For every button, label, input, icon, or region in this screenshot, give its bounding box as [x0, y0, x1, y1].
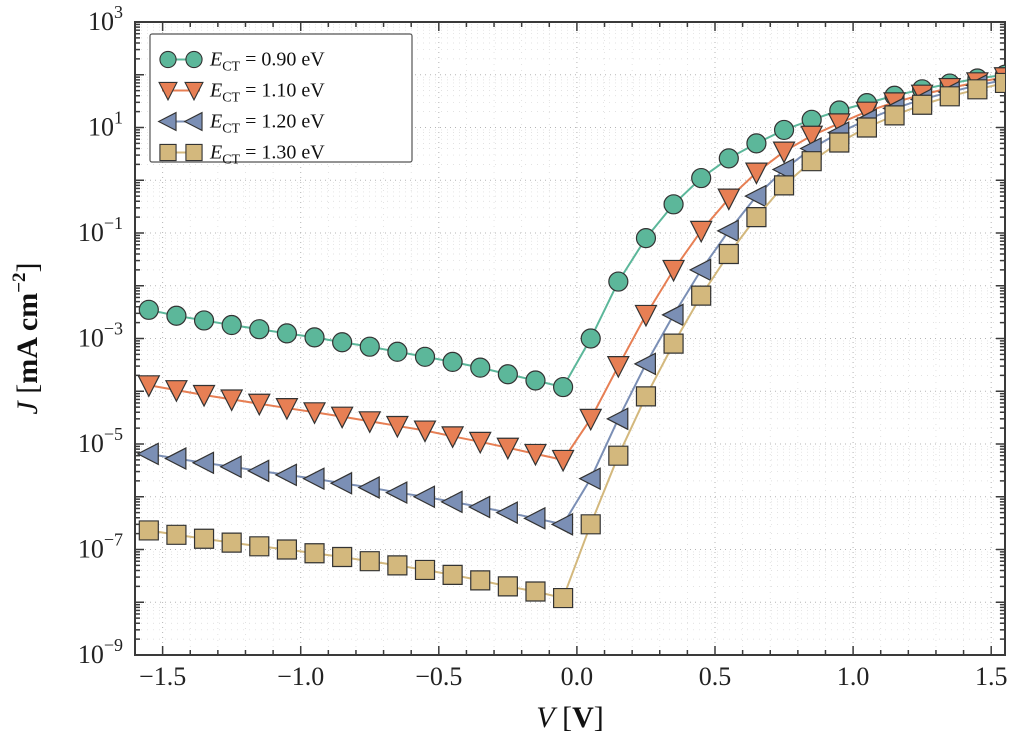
svg-text:V [V]: V [V]	[536, 701, 604, 734]
svg-text:−1.0: −1.0	[277, 662, 324, 691]
svg-text:1.0: 1.0	[837, 662, 870, 691]
chart-svg: −1.5−1.0−0.50.00.51.01.510−910−710−510−3…	[0, 0, 1023, 752]
svg-text:0.5: 0.5	[699, 662, 732, 691]
svg-text:0.0: 0.0	[561, 662, 594, 691]
svg-text:−0.5: −0.5	[415, 662, 462, 691]
svg-text:1.5: 1.5	[975, 662, 1008, 691]
svg-text:−1.5: −1.5	[139, 662, 186, 691]
jv-chart: { "chart": { "type": "line-scatter-semil…	[0, 0, 1023, 752]
